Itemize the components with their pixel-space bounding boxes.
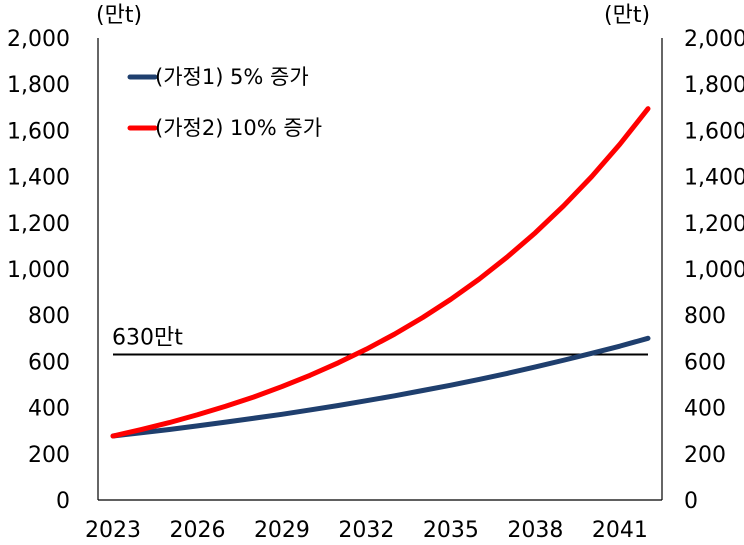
right-tick-label: 1,400 [684, 166, 744, 191]
left-tick-label: 1,200 [7, 212, 70, 237]
left-tick-label: 1,000 [7, 258, 70, 283]
left-tick-label: 400 [28, 397, 70, 422]
series-line-assumption-1 [110, 335, 651, 439]
x-tick-label: 2038 [507, 518, 563, 543]
right-tick-label: 600 [684, 350, 726, 375]
legend: (가정1) 5% 증가 (가정2) 10% 증가 [127, 65, 322, 140]
right-tick-label: 200 [684, 443, 726, 468]
reference-line-group: 630만t [112, 325, 648, 356]
x-tick-label: 2032 [338, 518, 394, 543]
series-lines [110, 106, 651, 439]
right-tick-labels: 0 200 400 600 800 1,000 1,200 1,400 1,600 1,800 2,… [684, 27, 744, 514]
right-tick-label: 400 [684, 397, 726, 422]
legend-label-assumption-1: (가정1) 5% 증가 [155, 65, 309, 89]
x-tick-label: 2035 [423, 518, 479, 543]
x-tick-label: 2026 [169, 518, 225, 543]
left-axis-group: 0 200 400 600 800 1,000 1,200 1,400 1,600 1,800 2,… [7, 3, 142, 514]
x-tick-label: 2023 [85, 518, 141, 543]
right-unit-label: (만t) [604, 3, 650, 28]
right-tick-label: 1,200 [684, 212, 744, 237]
x-axis-group: 2023 2026 2029 2032 2035 2038 2041 [85, 499, 662, 543]
x-tick-label: 2029 [254, 518, 310, 543]
left-tick-label: 200 [28, 443, 70, 468]
legend-label-assumption-2: (가정2) 10% 증가 [155, 116, 322, 140]
reference-line-label: 630만t [112, 325, 183, 350]
left-tick-labels: 0 200 400 600 800 1,000 1,200 1,400 1,600 1,800 2,… [7, 27, 70, 514]
left-unit-label: (만t) [96, 3, 142, 28]
left-tick-label: 1,800 [7, 73, 70, 98]
right-tick-label: 1,600 [684, 119, 744, 144]
x-tick-label: 2041 [592, 518, 648, 543]
left-tick-label: 1,600 [7, 119, 70, 144]
left-tick-label: 800 [28, 304, 70, 329]
series-line-assumption-2 [110, 106, 651, 439]
right-tick-label: 2,000 [684, 27, 744, 52]
right-axis-group: 0 200 400 600 800 1,000 1,200 1,400 1,600 1,800 2,… [604, 3, 744, 514]
left-tick-label: 600 [28, 350, 70, 375]
left-tick-label: 2,000 [7, 27, 70, 52]
left-tick-label: 0 [56, 489, 70, 514]
right-tick-label: 0 [684, 489, 698, 514]
right-tick-label: 800 [684, 304, 726, 329]
right-tick-label: 1,000 [684, 258, 744, 283]
left-tick-label: 1,400 [7, 166, 70, 191]
right-tick-label: 1,800 [684, 73, 744, 98]
x-tick-labels: 2023 2026 2029 2032 2035 2038 2041 [85, 518, 648, 543]
